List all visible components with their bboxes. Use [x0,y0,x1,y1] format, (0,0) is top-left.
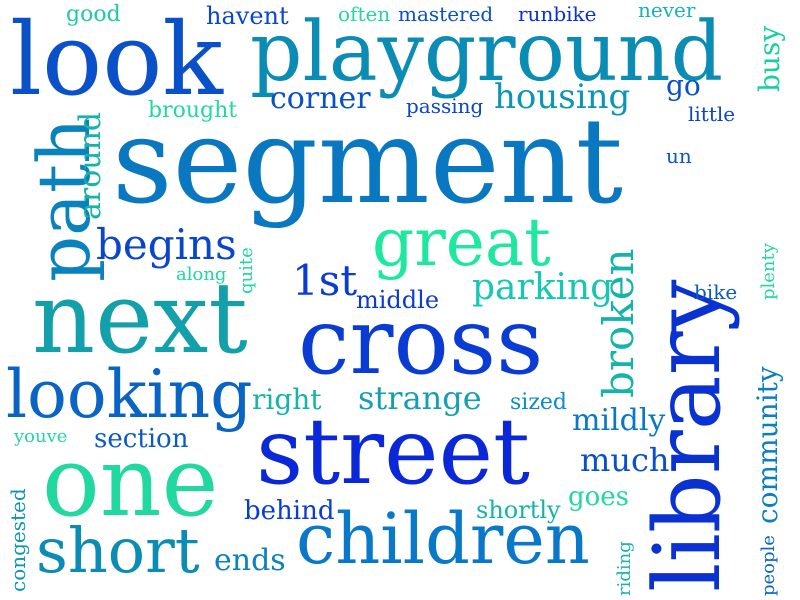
word: strange [358,379,482,417]
word: quite [236,247,257,294]
word: bike [694,280,738,304]
word: congested [6,488,30,592]
word: behind [244,496,335,526]
word: street [256,398,531,505]
word: youve [14,426,68,447]
word: middle [356,286,440,314]
word: playground [250,5,724,100]
word: sized [510,390,568,415]
word: cross [298,288,544,395]
word: un [666,144,692,168]
word: corner [270,81,371,116]
word: children [296,498,590,580]
word: ends [214,543,286,578]
word: looking [6,356,253,433]
word: along [176,264,227,285]
word: right [252,383,322,416]
word: mildly [572,403,666,438]
word: brought [148,98,238,123]
word: begins [96,220,237,269]
word: one [42,426,219,538]
word: around [73,111,108,220]
word: people [758,535,779,596]
word: passing [406,94,484,118]
word: mastered [398,2,494,26]
word: good [66,2,121,27]
word: 1st [292,256,358,305]
word: section [94,424,189,454]
word: runbike [518,2,597,26]
word: look [10,1,223,118]
word: havent [206,2,289,30]
word: shortly [476,496,561,524]
word: segment [112,92,624,230]
word: little [688,102,736,126]
word: often [338,2,391,26]
word: much [580,441,670,479]
word: parking [472,267,614,308]
word: great [372,204,551,281]
word: short [36,514,200,587]
word: goes [568,482,630,512]
word: riding [614,541,635,596]
word: housing [494,77,631,117]
word: plenty [758,243,779,300]
word: next [32,262,248,376]
word: go [666,69,701,102]
word: community [751,366,784,524]
word: busy [753,25,786,92]
word: never [638,0,696,22]
